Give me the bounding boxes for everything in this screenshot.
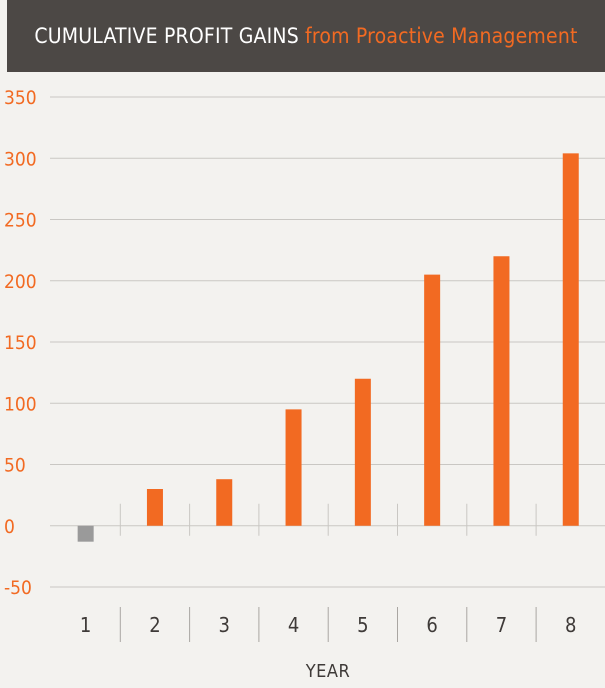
- chart-header: CUMULATIVE PROFIT GAINS from Proactive M…: [7, 0, 605, 72]
- bar-year-8: [562, 153, 579, 526]
- bar-year-6: [424, 274, 441, 526]
- x-axis-labels: 1 2 3 4 5 6 7 8: [80, 613, 577, 637]
- x-tick-label: 8: [565, 613, 576, 637]
- x-tick-label: 3: [219, 613, 230, 637]
- y-tick-label: -50: [4, 577, 32, 599]
- y-tick-label: 100: [4, 393, 37, 415]
- x-tick-label: 1: [80, 613, 91, 637]
- y-tick-label: 50: [4, 455, 26, 477]
- y-tick-label: 150: [4, 332, 37, 354]
- y-tick-label: 0: [4, 516, 15, 538]
- title-part-2: from Proactive Management: [304, 24, 578, 48]
- y-axis-ticks: 350 300 250 200 150 100 50 0 -50: [4, 87, 37, 599]
- bar-year-7: [493, 256, 510, 526]
- y-tick-label: 250: [4, 210, 37, 232]
- y-tick-label: 200: [4, 271, 37, 293]
- grid-lines: [50, 96, 605, 588]
- x-axis-title: YEAR: [305, 661, 350, 682]
- x-tick-label: 2: [149, 613, 160, 637]
- x-tick-label: 5: [357, 613, 368, 637]
- title-part-1: CUMULATIVE PROFIT GAINS: [34, 24, 299, 48]
- x-tick-label: 6: [426, 613, 437, 637]
- bar-year-1: [77, 525, 94, 542]
- x-tick-label: 7: [496, 613, 507, 637]
- bar-year-2: [146, 489, 163, 526]
- y-tick-label: 350: [4, 87, 37, 109]
- bar-year-4: [285, 409, 302, 526]
- bars: [77, 153, 579, 542]
- bar-year-5: [354, 378, 371, 526]
- bar-year-3: [216, 479, 233, 526]
- y-tick-label: 300: [4, 148, 37, 170]
- category-separators: [119, 503, 537, 642]
- x-tick-label: 4: [288, 613, 299, 637]
